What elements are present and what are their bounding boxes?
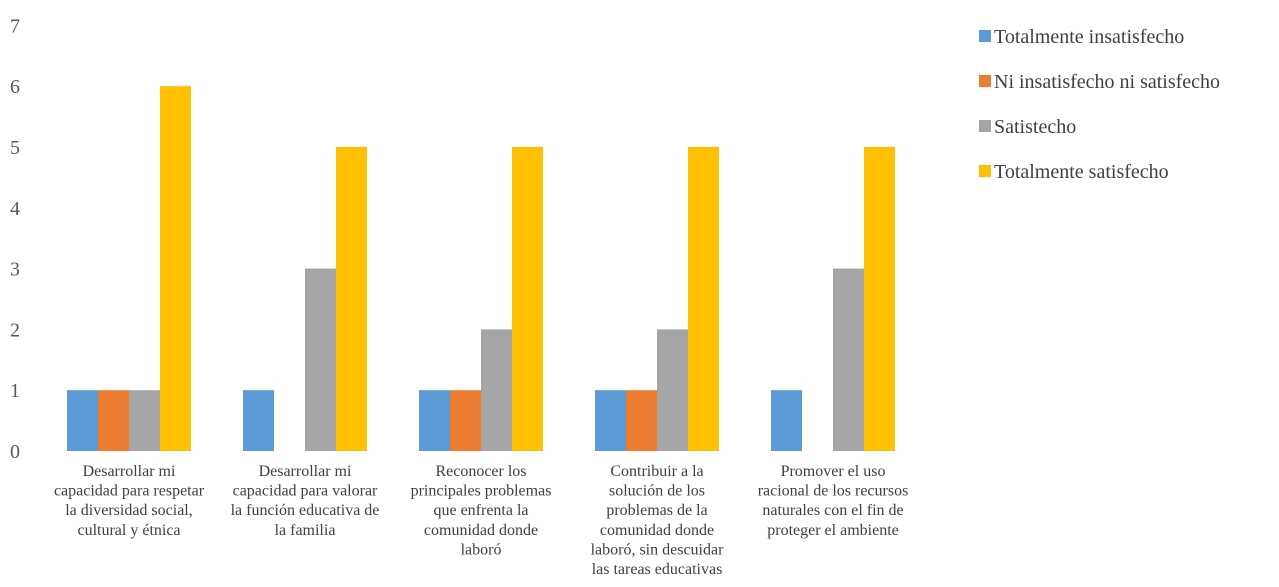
legend-swatch	[979, 120, 991, 132]
x-tick-label: Promover el uso racional de los recursos n…	[758, 463, 909, 539]
legend-label: Satistecho	[994, 116, 1076, 138]
y-tick-label: 6	[10, 76, 20, 98]
bar	[243, 390, 274, 451]
legend-label: Ni insatisfecho ni satisfecho	[994, 71, 1220, 93]
legend: Totalmente insatisfecho Ni insatisfecho n…	[979, 26, 1220, 183]
bar	[833, 268, 864, 451]
legend-label: Totalmente insatisfecho	[994, 26, 1184, 48]
legend-swatch	[979, 75, 991, 87]
y-tick-label: 5	[10, 137, 20, 159]
bar	[160, 86, 191, 451]
bar	[481, 329, 512, 451]
legend-label: Totalmente satisfecho	[994, 161, 1169, 183]
y-tick-label: 2	[10, 319, 20, 341]
bar	[864, 147, 895, 451]
y-tick-label: 3	[10, 259, 20, 281]
bar	[688, 147, 719, 451]
bar	[98, 390, 129, 451]
x-tick-label: Reconocer los principales problemas que en…	[411, 463, 552, 558]
bar	[595, 390, 626, 451]
bar	[67, 390, 98, 451]
x-axis: Desarrollar mi capacidad para respetar la …	[54, 463, 908, 578]
bar	[771, 390, 802, 451]
bar	[626, 390, 657, 451]
x-tick-label: Contribuir a la solución de los problemas …	[591, 463, 725, 578]
bar	[336, 147, 367, 451]
y-tick-label: 1	[10, 380, 20, 402]
bar	[129, 390, 160, 451]
y-axis: 0 1 2 3 4 5 6 7	[10, 15, 20, 463]
y-tick-label: 4	[10, 198, 20, 220]
x-tick-label: Desarrollar mi capacidad para respetar la …	[54, 463, 205, 539]
y-tick-label: 0	[10, 441, 20, 463]
bar	[450, 390, 481, 451]
legend-swatch	[979, 30, 991, 42]
bars	[67, 86, 895, 451]
legend-swatch	[979, 165, 991, 177]
bar	[657, 329, 688, 451]
bar	[512, 147, 543, 451]
y-tick-label: 7	[10, 15, 20, 37]
bar	[305, 268, 336, 451]
x-tick-label: Desarrollar mi capacidad para valorar la f…	[231, 463, 380, 539]
bar	[419, 390, 450, 451]
